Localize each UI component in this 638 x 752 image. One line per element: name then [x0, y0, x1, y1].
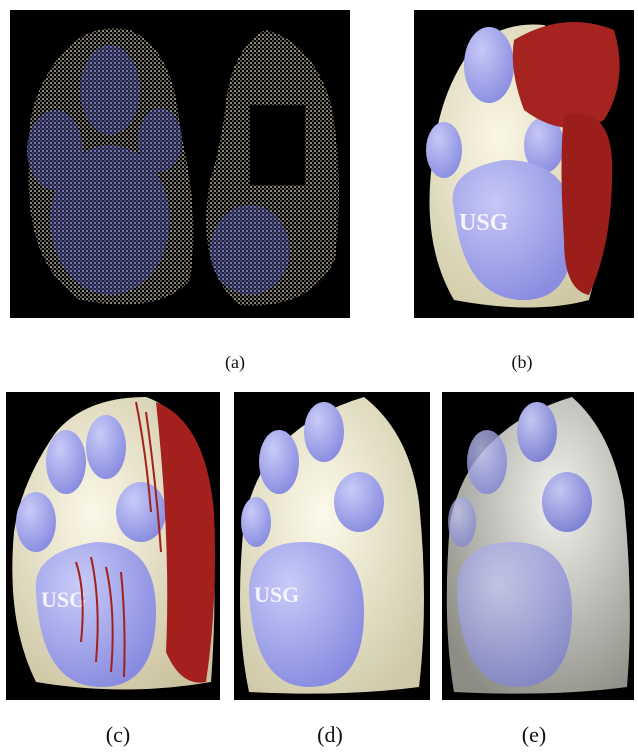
point-cloud-image: [27, 28, 339, 306]
caption-b: (b): [511, 352, 533, 372]
reconstructed-mesh-image: USG: [240, 397, 424, 694]
panel-d-reconstructed: USG: [234, 392, 430, 700]
caption-a: (a): [225, 352, 245, 372]
panel-b-registered: USG: [414, 10, 634, 318]
registered-scans-image: USG: [426, 22, 620, 308]
caption-c: (c): [105, 722, 131, 747]
stamp-text: USG: [41, 587, 86, 612]
panel-e-shaded: [442, 392, 634, 700]
panel-a-point-cloud: [10, 10, 350, 318]
stamp-text: USG: [254, 582, 299, 607]
stamp-text: USG: [459, 210, 509, 236]
merged-mesh-image: USG: [12, 397, 215, 690]
shaded-reconstruction-image: [446, 397, 630, 694]
panel-c-merged-mesh: USG: [6, 392, 220, 700]
caption-e: (e): [521, 722, 547, 747]
caption-d: (d): [317, 722, 343, 747]
